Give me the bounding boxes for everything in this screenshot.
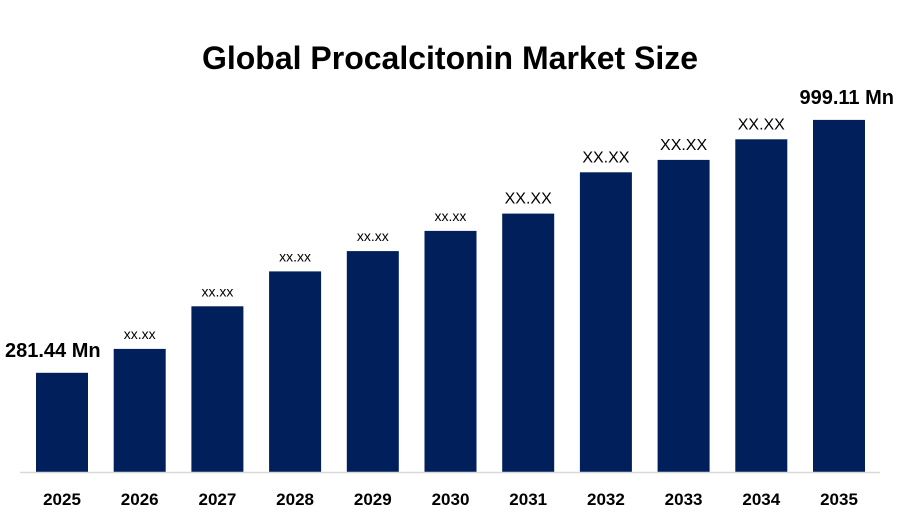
data-label-2030: xx.xx	[435, 208, 467, 224]
bar-2031	[502, 213, 555, 472]
x-tick-label-2035: 2035	[820, 490, 858, 509]
x-tick-label-2028: 2028	[276, 490, 314, 509]
data-label-2027: xx.xx	[201, 283, 233, 299]
x-tick-label-2027: 2027	[198, 490, 236, 509]
data-label-2033: XX.XX	[660, 137, 707, 154]
x-tick-label-2026: 2026	[121, 490, 159, 509]
bar-2029	[346, 251, 399, 472]
bar-2034	[735, 139, 788, 473]
x-tick-label-2032: 2032	[587, 490, 625, 509]
chart-title: Global Procalcitonin Market Size	[201, 40, 699, 76]
data-label-2032: XX.XX	[582, 149, 629, 166]
x-tick-label-2025: 2025	[43, 490, 81, 509]
bar-2035	[813, 119, 865, 473]
x-tick-label-2033: 2033	[665, 490, 703, 509]
bar-2030	[424, 230, 477, 472]
bar-2028	[269, 271, 322, 472]
data-label-2034: XX.XX	[738, 116, 785, 133]
data-label-2025: 281.44 Mn	[5, 340, 101, 362]
x-tick-label-2034: 2034	[742, 490, 780, 509]
x-tick-label-2029: 2029	[354, 490, 392, 509]
data-label-2029: xx.xx	[357, 228, 389, 244]
data-label-2035: 999.11 Mn	[799, 87, 894, 109]
data-label-2031: XX.XX	[505, 191, 552, 208]
bar-2025	[36, 372, 88, 472]
bar-2033	[657, 159, 710, 472]
bar-2027	[191, 306, 244, 472]
x-tick-label-2030: 2030	[432, 490, 470, 509]
data-label-2026: xx.xx	[124, 326, 156, 342]
data-label-2028: xx.xx	[279, 248, 311, 264]
bar-2032	[579, 172, 632, 473]
x-tick-label-2031: 2031	[509, 490, 547, 509]
bar-2026	[113, 348, 166, 472]
